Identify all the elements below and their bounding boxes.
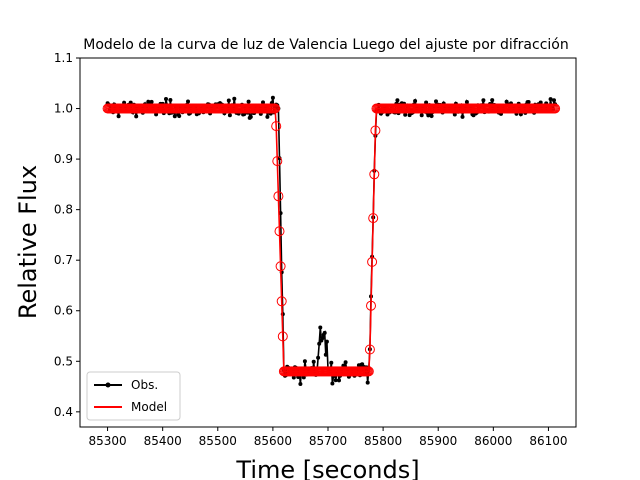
y-tick-label: 0.7: [54, 253, 73, 267]
obs-point: [265, 114, 270, 119]
obs-point: [172, 114, 177, 119]
obs-point: [232, 96, 237, 101]
model-point: [275, 261, 286, 272]
y-tick-label: 1.1: [54, 51, 73, 65]
model-series-line: [107, 107, 556, 373]
obs-point: [270, 95, 275, 100]
obs-point: [490, 98, 495, 103]
chart-title: Modelo de la curva de luz de Valencia Lu…: [83, 37, 568, 53]
obs-point: [481, 98, 486, 103]
obs-point: [322, 330, 327, 335]
y-tick-label: 1.0: [54, 102, 73, 116]
y-tick-label: 0.6: [54, 304, 73, 318]
obs-point: [164, 97, 168, 101]
x-tick-label: 86100: [529, 434, 567, 448]
x-tick-label: 85700: [309, 434, 347, 448]
model-point: [273, 191, 284, 202]
obs-point: [429, 114, 434, 118]
obs-point: [318, 325, 323, 330]
obs-point: [311, 359, 316, 364]
obs-point: [324, 339, 329, 344]
obs-point: [320, 336, 325, 341]
obs-point: [177, 114, 182, 118]
model-point: [366, 300, 376, 311]
obs-point: [298, 382, 303, 386]
obs-point: [329, 360, 334, 365]
obs-point: [333, 378, 338, 383]
obs-point: [227, 113, 232, 118]
obs-point: [248, 114, 253, 119]
x-axis-label: Time [seconds]: [235, 456, 419, 480]
obs-series-line: [106, 97, 556, 385]
plot-area: [102, 95, 561, 386]
model-point: [370, 125, 381, 136]
x-tick-label: 85400: [144, 434, 182, 448]
obs-point: [360, 362, 365, 367]
legend-obs-marker: [105, 382, 111, 388]
y-axis-label: Relative Flux: [14, 165, 42, 319]
x-tick-label: 86000: [474, 434, 512, 448]
obs-point: [317, 341, 322, 346]
obs-point: [538, 100, 543, 105]
obs-point: [246, 99, 251, 104]
obs-point: [302, 359, 307, 364]
obs-point: [552, 98, 556, 103]
model-point: [270, 103, 281, 114]
legend-model-label: Model: [131, 400, 167, 414]
obs-point: [226, 98, 231, 103]
obs-point: [168, 98, 173, 102]
obs-point: [526, 100, 531, 104]
y-tick-label: 0.8: [54, 203, 73, 217]
y-axis: 0.4 0.5 0.6 0.7 0.8 0.9 1.0 1.1: [54, 51, 80, 419]
legend-obs-label: Obs.: [131, 378, 158, 392]
legend: Obs. Model: [86, 371, 181, 421]
obs-point: [464, 100, 469, 104]
obs-point: [419, 113, 424, 118]
model-point: [274, 226, 285, 237]
obs-point: [343, 360, 348, 365]
y-tick-label: 0.5: [54, 354, 73, 368]
model-point: [363, 366, 374, 377]
obs-point: [337, 378, 341, 383]
x-tick-label: 85500: [199, 434, 237, 448]
obs-point: [301, 375, 306, 380]
model-point: [277, 331, 288, 342]
obs-point: [434, 99, 438, 104]
model-point: [272, 156, 283, 167]
obs-point: [424, 100, 429, 105]
obs-point: [330, 381, 335, 386]
obs-point: [403, 112, 408, 117]
obs-point: [460, 114, 465, 119]
obs-point: [452, 112, 457, 117]
model-point: [271, 121, 282, 132]
obs-point: [316, 355, 321, 360]
obs-point: [323, 352, 328, 357]
x-tick-label: 85600: [254, 434, 292, 448]
obs-point: [548, 97, 553, 102]
obs-point: [261, 100, 265, 105]
model-point: [550, 103, 561, 114]
x-tick-label: 85800: [364, 434, 402, 448]
obs-point: [186, 99, 190, 104]
obs-point: [116, 114, 121, 119]
obs-point: [149, 99, 154, 104]
model-point: [367, 256, 378, 267]
obs-point: [365, 380, 370, 385]
obs-point: [291, 375, 296, 380]
x-tick-label: 85900: [419, 434, 457, 448]
obs-point: [395, 98, 400, 103]
model-point: [276, 296, 287, 307]
x-tick-label: 85300: [88, 434, 126, 448]
model-point: [368, 213, 379, 224]
x-axis: 85300 85400 85500 85600 85700 85800 85900 86000…: [88, 427, 568, 448]
obs-point: [413, 99, 418, 103]
obs-point: [134, 114, 139, 119]
model-point: [364, 344, 375, 355]
model-point: [369, 169, 380, 180]
y-tick-label: 0.4: [54, 405, 73, 419]
y-tick-label: 0.9: [54, 152, 73, 166]
